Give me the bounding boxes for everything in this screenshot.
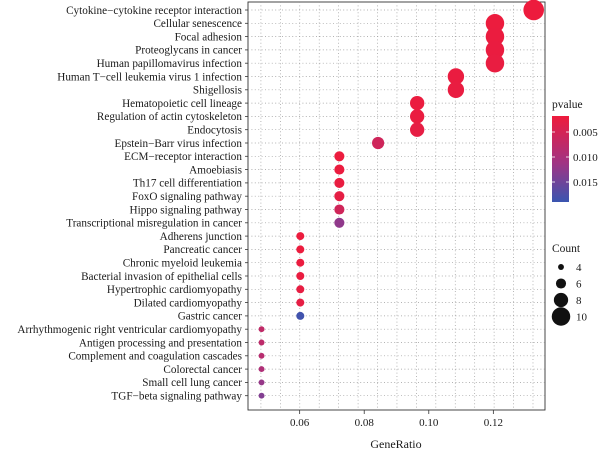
size-legend-label: 4 [576, 262, 582, 274]
y-tick-label: Dilated cardiomyopathy [134, 297, 243, 309]
color-legend-label: 0.015 [573, 177, 598, 189]
y-tick-label: Small cell lung cancer [142, 377, 242, 389]
color-legend-label: 0.005 [573, 127, 598, 139]
y-tick-label: Proteoglycans in cancer [135, 45, 242, 57]
x-tick-label: 0.12 [484, 417, 503, 429]
size-legend-dot [553, 292, 569, 308]
data-point [410, 122, 425, 137]
y-tick-label: Cellular senescence [153, 18, 242, 30]
y-tick-label: Antigen processing and presentation [79, 337, 243, 349]
data-point [296, 285, 305, 294]
y-tick-label: FoxO signaling pathway [132, 191, 242, 203]
x-tick-label: 0.08 [355, 417, 375, 429]
y-tick-label: Regulation of actin cytoskeleton [97, 111, 242, 123]
data-point [371, 136, 385, 150]
data-point [258, 326, 265, 333]
data-point [296, 298, 305, 307]
y-tick-label: ECM−receptor interaction [124, 151, 242, 163]
data-point [334, 191, 345, 202]
y-tick-label: Chronic myeloid leukemia [123, 258, 242, 270]
data-point [258, 379, 265, 386]
y-tick-label: Focal adhesion [175, 31, 243, 43]
y-tick-label: Human T−cell leukemia virus 1 infection [57, 71, 242, 83]
data-point [296, 311, 305, 320]
y-tick-label: Epstein−Barr virus infection [115, 138, 243, 150]
color-legend-bar [552, 116, 569, 202]
y-tick-label: Complement and coagulation cascades [68, 351, 242, 363]
y-tick-label: Th17 cell differentiation [133, 178, 243, 190]
size-legend-title: Count [552, 243, 581, 255]
data-point [258, 366, 265, 373]
data-point [258, 339, 265, 346]
size-legend-label: 6 [576, 278, 582, 290]
data-point [447, 68, 465, 85]
data-point [296, 272, 305, 280]
size-legend-label: 10 [576, 311, 588, 323]
data-point [334, 177, 345, 188]
y-tick-label: Cytokine−cytokine receptor interaction [66, 5, 242, 17]
y-tick-label: Endocytosis [187, 125, 242, 137]
size-legend-label: 8 [576, 295, 582, 307]
data-point [410, 109, 425, 124]
y-tick-label: Hematopoietic cell lineage [122, 98, 242, 110]
color-legend-label: 0.010 [573, 152, 598, 164]
data-point [485, 53, 505, 73]
y-tick-label: Adherens junction [160, 231, 243, 243]
y-tick-label: Shigellosis [193, 85, 242, 97]
y-tick-label: Amoebiasis [189, 164, 242, 176]
data-point [296, 245, 305, 254]
size-legend-dot [558, 264, 564, 270]
data-point [410, 95, 425, 111]
data-point [334, 164, 345, 175]
y-tick-label: TGF−beta signaling pathway [111, 391, 242, 403]
x-tick-label: 0.06 [290, 417, 310, 429]
y-tick-label: Pancreatic cancer [163, 244, 242, 256]
y-tick-label: Hippo signaling pathway [130, 204, 243, 216]
y-tick-label: Colorectal cancer [163, 364, 242, 376]
y-tick-label: Hypertrophic cardiomyopathy [107, 284, 243, 296]
y-tick-label: Bacterial invasion of epithelial cells [81, 271, 242, 283]
x-tick-label: 0.10 [419, 417, 439, 429]
data-point [485, 27, 505, 46]
data-point [485, 40, 505, 60]
x-axis-title: GeneRatio [370, 437, 421, 451]
data-point [258, 352, 265, 359]
data-point [485, 14, 505, 33]
size-legend-dot [555, 278, 567, 289]
data-point [334, 217, 345, 228]
y-tick-label: Transcriptional misregulation in cancer [66, 218, 242, 230]
data-point [334, 151, 345, 162]
y-tick-label: Arrhythmogenic right ventricular cardiom… [17, 324, 242, 336]
data-point [296, 258, 305, 267]
color-legend-title: pvalue [552, 99, 583, 111]
y-tick-label: Gastric cancer [178, 311, 243, 323]
data-point [334, 204, 345, 215]
size-legend-dot [551, 307, 571, 326]
data-point [447, 81, 465, 99]
y-tick-label: Human papillomavirus infection [97, 58, 243, 70]
data-point [523, 0, 544, 21]
data-point [296, 232, 305, 241]
data-point [258, 392, 265, 399]
